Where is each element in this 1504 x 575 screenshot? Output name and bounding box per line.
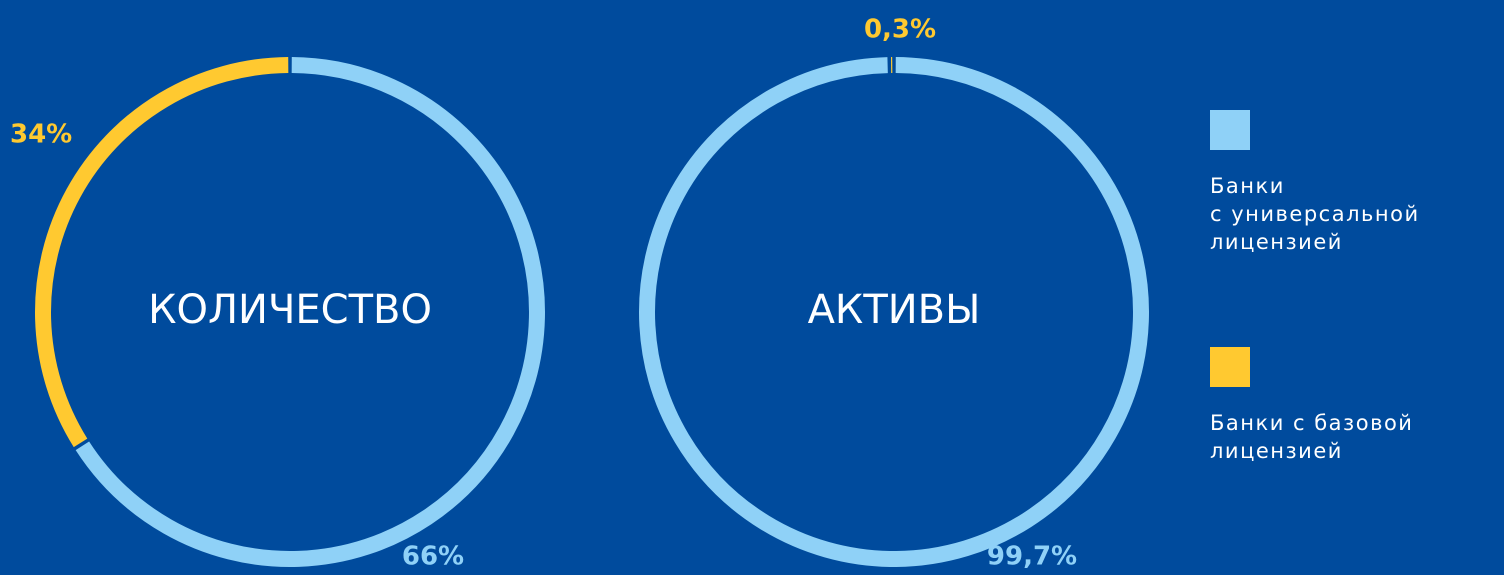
value-label: 66% [402, 542, 464, 572]
value-label: 34% [10, 120, 72, 150]
legend-label: Банки с базовой лицензией [1210, 411, 1414, 463]
center-title: АКТИВЫ [808, 287, 981, 333]
donut-segment [75, 57, 545, 567]
legend-label: Банки с универсальной лицензией [1210, 174, 1420, 254]
donut-segment [35, 57, 289, 448]
value-label: 0,3% [864, 15, 936, 45]
center-title: КОЛИЧЕСТВО [148, 287, 432, 333]
value-label: 99,7% [987, 542, 1077, 572]
donut-segment [639, 57, 1149, 567]
legend-swatch [1210, 110, 1250, 150]
legend-swatch [1210, 347, 1250, 387]
